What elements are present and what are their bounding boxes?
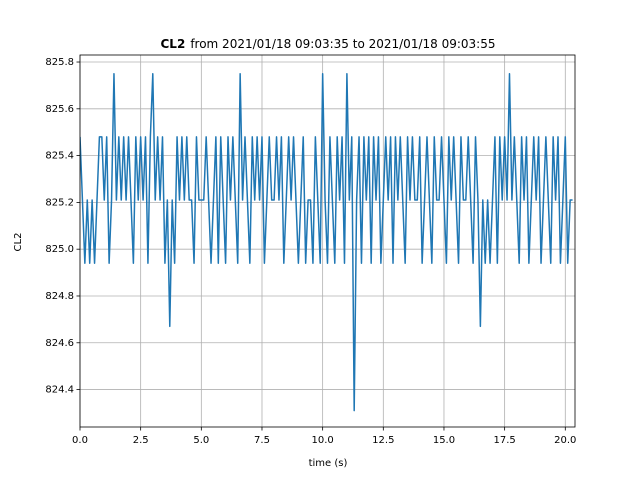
title-variable: CL2 xyxy=(161,37,186,51)
chart-title: CL2 from 2021/01/18 09:03:35 to 2021/01/1… xyxy=(161,37,496,51)
x-tick-label: 15.0 xyxy=(433,435,455,446)
x-tick-label: 10.0 xyxy=(312,435,334,446)
y-tick-label: 825.2 xyxy=(45,197,74,208)
y-tick-label: 824.4 xyxy=(45,385,74,396)
x-tick-label: 20.0 xyxy=(554,435,576,446)
title-range: from 2021/01/18 09:03:35 to 2021/01/18 0… xyxy=(190,37,495,51)
data-line xyxy=(80,72,573,412)
y-tick-label: 825.6 xyxy=(45,104,74,115)
y-tick-label: 824.8 xyxy=(45,291,74,302)
x-tick-label: 12.5 xyxy=(372,435,394,446)
plot-frame xyxy=(79,54,576,428)
x-axis-label: time (s) xyxy=(309,458,348,469)
y-axis-label: CL2 xyxy=(13,233,24,252)
y-tick-label: 824.6 xyxy=(45,338,74,349)
y-tick-label: 825.0 xyxy=(45,244,74,255)
x-tick-label: 7.5 xyxy=(254,435,270,446)
x-tick-label: 5.0 xyxy=(193,435,209,446)
x-tick-label: 0.0 xyxy=(72,435,88,446)
y-tick-label: 825.8 xyxy=(45,57,74,68)
x-tick-label: 17.5 xyxy=(493,435,515,446)
x-tick-label: 2.5 xyxy=(133,435,149,446)
y-tick-label: 825.4 xyxy=(45,151,74,162)
